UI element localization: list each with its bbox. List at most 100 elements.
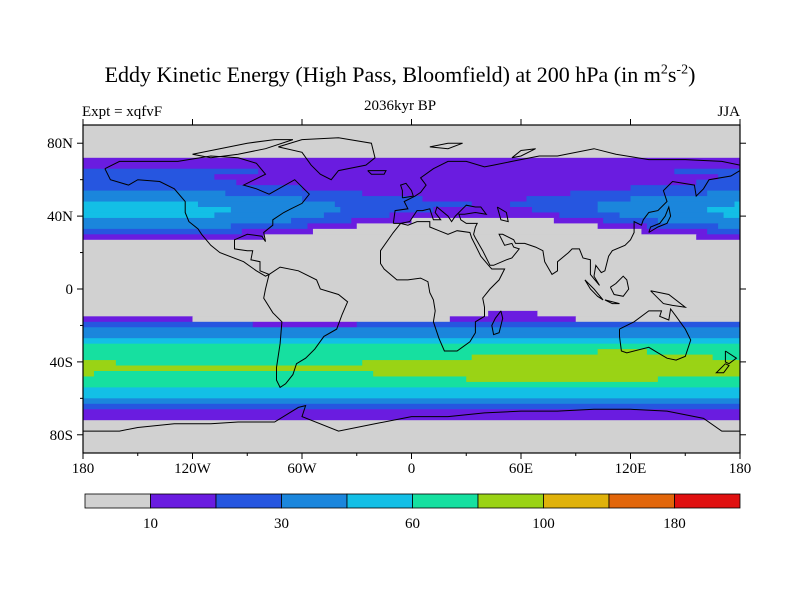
colorbar-swatch bbox=[346, 493, 413, 509]
field-cell bbox=[559, 212, 621, 219]
title-superscript-2: -2 bbox=[676, 62, 689, 78]
field-cell bbox=[302, 196, 424, 203]
field-cell bbox=[115, 360, 363, 367]
field-cell bbox=[718, 223, 740, 230]
field-cell bbox=[83, 228, 243, 235]
field-cell bbox=[537, 310, 740, 317]
field-cell bbox=[291, 217, 352, 224]
colorbar-swatch bbox=[412, 493, 479, 509]
field-cell bbox=[356, 223, 599, 230]
field-cell bbox=[312, 228, 643, 235]
field-cell bbox=[83, 163, 740, 170]
field-cell bbox=[553, 217, 604, 224]
field-cell bbox=[83, 316, 194, 323]
colorbar-label: 30 bbox=[274, 516, 289, 532]
coastline bbox=[278, 137, 376, 181]
colorbar-label: 180 bbox=[663, 516, 686, 532]
field-cell bbox=[707, 207, 740, 214]
field-cell bbox=[83, 360, 117, 367]
coastline bbox=[429, 142, 463, 150]
field-cell bbox=[597, 349, 648, 356]
field-cell bbox=[83, 234, 265, 241]
field-cell bbox=[619, 212, 725, 219]
experiment-label: Expt = xqfvF bbox=[82, 104, 163, 120]
coastline bbox=[584, 279, 604, 301]
field-cell bbox=[83, 250, 740, 257]
field-cell bbox=[734, 201, 740, 208]
x-tick-label: 60W bbox=[287, 461, 317, 477]
field-cell bbox=[83, 289, 740, 296]
chart-subtitle: 2036kyr BP bbox=[363, 98, 437, 114]
field-cell bbox=[575, 316, 740, 323]
field-cell bbox=[83, 414, 740, 421]
title-unit-s: s bbox=[667, 62, 677, 87]
field-cell bbox=[356, 321, 740, 328]
field-cell bbox=[230, 207, 341, 214]
field-cell bbox=[83, 332, 740, 339]
field-cell bbox=[83, 447, 740, 453]
field-cell bbox=[83, 371, 95, 378]
field-cell bbox=[723, 212, 740, 219]
field-cell bbox=[83, 431, 740, 438]
coastline bbox=[648, 205, 672, 233]
field-cell bbox=[83, 349, 599, 356]
field-cell bbox=[630, 196, 740, 203]
field-cell bbox=[83, 256, 740, 263]
title-close-paren: ) bbox=[688, 62, 696, 87]
y-axis: 80N 40N 0 40S 80S bbox=[47, 136, 746, 444]
field-cell bbox=[83, 294, 740, 301]
coastline bbox=[392, 148, 740, 224]
field-cell bbox=[718, 174, 740, 181]
y-tick-label: 80S bbox=[50, 428, 73, 444]
field-cell bbox=[83, 196, 303, 203]
coastline bbox=[491, 310, 504, 336]
field-cell bbox=[83, 442, 740, 449]
field-cell bbox=[225, 190, 363, 197]
field-cell bbox=[263, 234, 697, 241]
field-cell bbox=[83, 425, 740, 432]
coastline bbox=[83, 404, 740, 432]
field-cell bbox=[307, 223, 358, 230]
field-cell bbox=[83, 245, 740, 252]
field-cell bbox=[351, 217, 413, 224]
field-cell bbox=[674, 168, 740, 175]
coastline bbox=[399, 182, 414, 199]
colorbar: 10 30 60 100 180 bbox=[84, 493, 741, 532]
field-cell bbox=[83, 185, 303, 192]
field-cell bbox=[340, 207, 434, 214]
coastline bbox=[609, 275, 630, 297]
field-cell bbox=[411, 217, 555, 224]
field-cell bbox=[236, 179, 697, 186]
field-cell bbox=[83, 125, 740, 132]
field-cell bbox=[83, 365, 740, 372]
eke-field bbox=[83, 125, 740, 453]
field-cell bbox=[83, 310, 489, 317]
field-cell bbox=[83, 174, 215, 181]
field-cell bbox=[323, 212, 391, 219]
field-cell bbox=[83, 212, 215, 219]
field-cell bbox=[197, 201, 336, 208]
x-tick-label: 180 bbox=[72, 461, 95, 477]
coastline bbox=[380, 221, 506, 352]
field-cell bbox=[83, 223, 232, 230]
field-cell bbox=[646, 349, 740, 356]
field-cell bbox=[597, 201, 736, 208]
coastline bbox=[393, 170, 740, 286]
x-axis: 180 120W 60W 0 60E 120E 180 bbox=[72, 119, 751, 477]
field-cell bbox=[696, 179, 740, 186]
field-cell bbox=[83, 201, 199, 208]
field-cell bbox=[83, 398, 740, 405]
field-cell bbox=[83, 130, 740, 137]
field-cell bbox=[488, 310, 539, 317]
field-cell bbox=[362, 190, 571, 197]
field-cell bbox=[192, 316, 451, 323]
field-cell bbox=[471, 354, 714, 361]
field-cell bbox=[646, 223, 719, 230]
field-cell bbox=[83, 157, 740, 164]
chart-title: Eddy Kinetic Energy (High Pass, Bloomfie… bbox=[0, 62, 800, 88]
colorbar-swatch bbox=[150, 493, 217, 509]
field-cell bbox=[83, 387, 740, 394]
field-cell bbox=[258, 168, 675, 175]
field-cell bbox=[83, 272, 740, 279]
